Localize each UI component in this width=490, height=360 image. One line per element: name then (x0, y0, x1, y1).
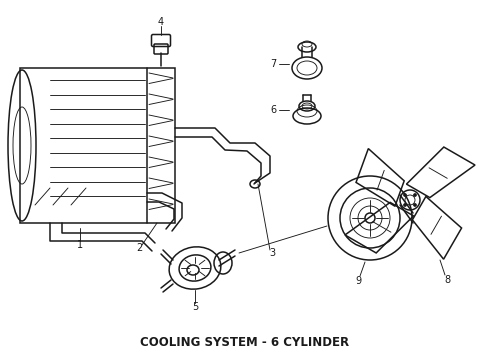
Circle shape (404, 194, 407, 197)
Circle shape (414, 203, 416, 206)
Text: 6: 6 (270, 105, 276, 115)
Text: 5: 5 (192, 302, 198, 312)
Text: 2: 2 (136, 243, 142, 253)
Bar (20, 68, 175, 223)
Text: 7: 7 (270, 59, 276, 69)
Circle shape (414, 194, 416, 197)
Text: 8: 8 (444, 275, 450, 285)
Text: COOLING SYSTEM - 6 CYLINDER: COOLING SYSTEM - 6 CYLINDER (141, 336, 349, 348)
Text: 9: 9 (355, 276, 361, 286)
Text: 4: 4 (158, 17, 164, 27)
Text: 1: 1 (77, 240, 83, 250)
Text: 3: 3 (269, 248, 275, 258)
Circle shape (404, 203, 407, 206)
